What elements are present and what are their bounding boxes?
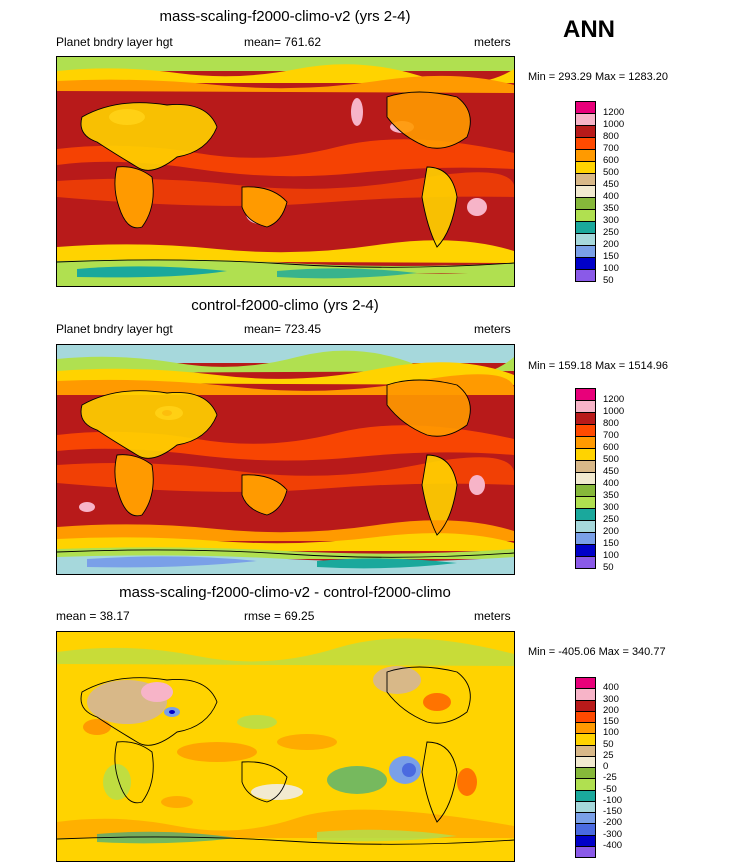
colorbar-level-label: 400 [603,191,619,202]
panel-2-map [56,344,515,575]
colorbar-level-label: 100 [603,727,619,739]
colorbar-level-label: -25 [603,772,617,784]
colorbar-swatch [575,269,596,282]
panel-3-mean-label: mean = 38.17 [56,609,130,623]
colorbar-level-label: 600 [603,442,619,453]
panel-2-title: control-f2000-climo (yrs 2-4) [191,297,379,314]
colorbar-level-label: 200 [603,704,619,716]
panel-1-units-label: meters [474,35,511,49]
panel-2-variable-label: Planet bndry layer hgt [56,322,173,336]
colorbar-level-label: 50 [603,562,614,573]
colorbar-level-label: 800 [603,131,619,142]
colorbar-level-label: 100 [603,263,619,274]
colorbar-level-label: 400 [603,682,619,694]
panel-2-mean-label: mean= 723.45 [244,322,322,336]
colorbar-level-label: 1000 [603,406,625,417]
colorbar-level-label: 400 [603,478,619,489]
colorbar-level-label: -100 [603,794,623,806]
colorbar-level-label: 300 [603,502,619,513]
colorbar-level-label: 50 [603,275,614,286]
panel-3-rmse-label: rmse = 69.25 [244,609,315,623]
colorbar-level-label: 500 [603,167,619,178]
colorbar-level-label: 700 [603,430,619,441]
colorbar-level-label: -400 [603,839,623,851]
colorbar-level-label: 300 [603,693,619,705]
colorbar-level-label: -50 [603,783,617,795]
colorbar-level-label: 200 [603,239,619,250]
colorbar-level-label: 150 [603,538,619,549]
colorbar-level-label: 25 [603,749,614,761]
colorbar-level-label: 700 [603,143,619,154]
colorbar-level-label: 600 [603,155,619,166]
season-label: ANN [563,16,615,43]
panel-1-minmax: Min = 293.29 Max = 1283.20 [528,71,669,83]
colorbar-level-label: 350 [603,203,619,214]
colorbar-level-label: 500 [603,454,619,465]
colorbar-level-label: 1200 [603,107,625,118]
panel-3-units-label: meters [474,609,511,623]
colorbar-level-label: 250 [603,227,619,238]
colorbar-level-label: 200 [603,526,619,537]
panel-1-map [56,56,515,287]
colorbar-level-label: 1200 [603,394,625,405]
colorbar-level-label: 450 [603,179,619,190]
colorbar-level-label: 0 [603,761,609,772]
colorbar-level-label: 100 [603,550,619,561]
colorbar-level-label: 350 [603,490,619,501]
colorbar-level-label: -300 [603,828,623,840]
panel-2-colorbar: 1200 1000 800 700 600 500 450 400 350 300 250 200 15… [575,388,665,573]
colorbar-level-label: -200 [603,817,623,829]
colorbar-level-label: 1000 [603,119,625,130]
colorbar-level-label: -150 [603,806,623,817]
colorbar-level-label: 250 [603,514,619,525]
colorbar-swatch [575,556,596,569]
colorbar-level-label: 800 [603,418,619,429]
panel-2-minmax: Min = 159.18 Max = 1514.96 [528,360,669,372]
colorbar-level-label: 450 [603,466,619,477]
panel-1-mean-label: mean= 761.62 [244,35,322,49]
colorbar-level-label: 50 [603,738,614,750]
panel-3-title: mass-scaling-f2000-climo-v2 - control-f2… [119,584,451,601]
panel-3-map [56,631,515,862]
panel-1-variable-label: Planet bndry layer hgt [56,35,173,49]
panel-1-title: mass-scaling-f2000-climo-v2 (yrs 2-4) [159,8,411,25]
panel-3-minmax: Min = -405.06 Max = 340.77 [528,646,666,658]
colorbar-swatch [575,845,596,858]
panel-1-colorbar: 1200 1000 800 700 600 500 450 400 350 300 250 200 15… [575,101,665,286]
colorbar-level-label: 150 [603,716,619,727]
panel-2-units-label: meters [474,322,511,336]
panel-3-colorbar: 400 300 200 150 100 50 25 0 -25 -50 -100 -150 -200 -3… [575,677,665,858]
colorbar-level-label: 300 [603,215,619,226]
colorbar-level-label: 150 [603,251,619,262]
